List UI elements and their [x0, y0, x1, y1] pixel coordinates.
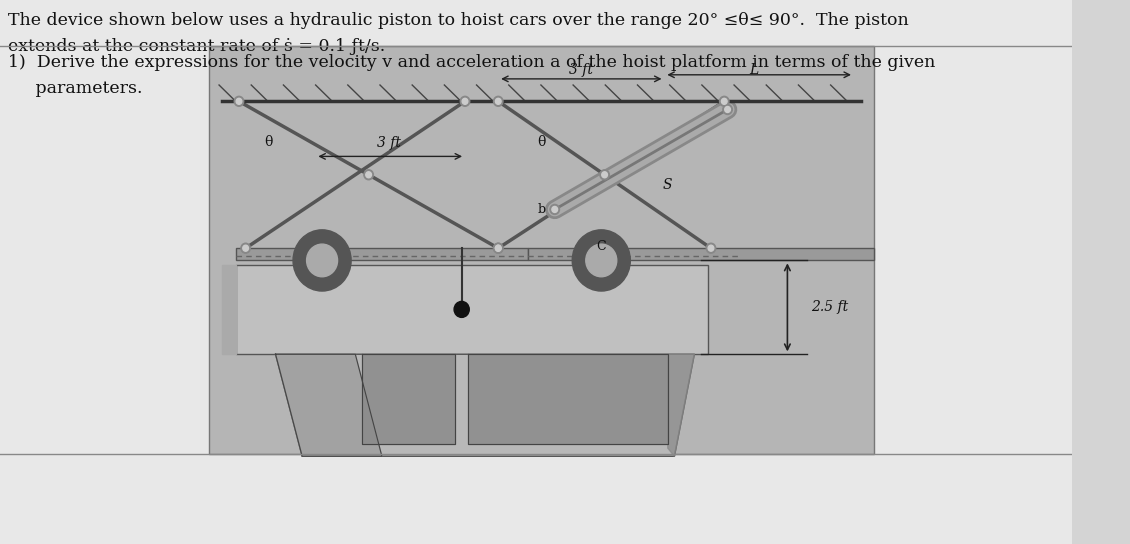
Circle shape — [364, 170, 373, 180]
Circle shape — [494, 96, 503, 106]
Text: b: b — [538, 203, 546, 216]
Circle shape — [551, 206, 557, 213]
Text: The device shown below uses a hydraulic piston to hoist cars over the range 20° : The device shown below uses a hydraulic … — [8, 12, 909, 29]
Circle shape — [366, 172, 372, 178]
Text: θ: θ — [264, 135, 273, 149]
Circle shape — [495, 245, 501, 251]
Bar — [0, 0, 1072, 454]
Text: 1)  Derive the expressions for the velocity v and acceleration a of the hoist pl: 1) Derive the expressions for the veloci… — [8, 54, 935, 71]
Circle shape — [602, 172, 608, 178]
Circle shape — [241, 243, 251, 253]
Text: L: L — [749, 63, 758, 77]
Polygon shape — [276, 354, 694, 456]
Text: 3 ft: 3 ft — [376, 136, 400, 150]
Circle shape — [600, 170, 609, 180]
Circle shape — [585, 244, 617, 277]
Circle shape — [572, 230, 631, 291]
Text: parameters.: parameters. — [8, 81, 142, 97]
Circle shape — [454, 301, 469, 317]
Circle shape — [720, 96, 729, 106]
Circle shape — [460, 96, 470, 106]
Circle shape — [724, 107, 730, 113]
Circle shape — [495, 98, 501, 104]
Polygon shape — [276, 354, 382, 456]
Text: θ: θ — [537, 135, 546, 149]
Polygon shape — [223, 264, 236, 354]
Circle shape — [709, 245, 714, 251]
Text: extends at the constant rate of ṡ = 0.1 ƒt/s.: extends at the constant rate of ṡ = 0.1 … — [8, 38, 385, 55]
Text: 2.5 ft: 2.5 ft — [810, 300, 848, 314]
Text: 3 ft: 3 ft — [570, 63, 593, 77]
Bar — [236, 264, 707, 354]
Circle shape — [306, 244, 338, 277]
Circle shape — [706, 243, 715, 253]
Circle shape — [236, 98, 242, 104]
Circle shape — [495, 245, 501, 251]
Circle shape — [550, 205, 559, 214]
Circle shape — [721, 98, 727, 104]
Polygon shape — [468, 354, 668, 444]
Bar — [528, 248, 873, 261]
Polygon shape — [668, 354, 694, 456]
Circle shape — [723, 104, 732, 114]
Circle shape — [243, 245, 249, 251]
Circle shape — [494, 243, 503, 253]
Circle shape — [494, 243, 503, 253]
Bar — [209, 46, 873, 454]
Circle shape — [234, 96, 244, 106]
Text: S: S — [663, 178, 672, 192]
Polygon shape — [362, 354, 455, 444]
Circle shape — [462, 98, 468, 104]
Circle shape — [293, 230, 351, 291]
Bar — [236, 248, 528, 261]
Text: C: C — [597, 240, 606, 253]
